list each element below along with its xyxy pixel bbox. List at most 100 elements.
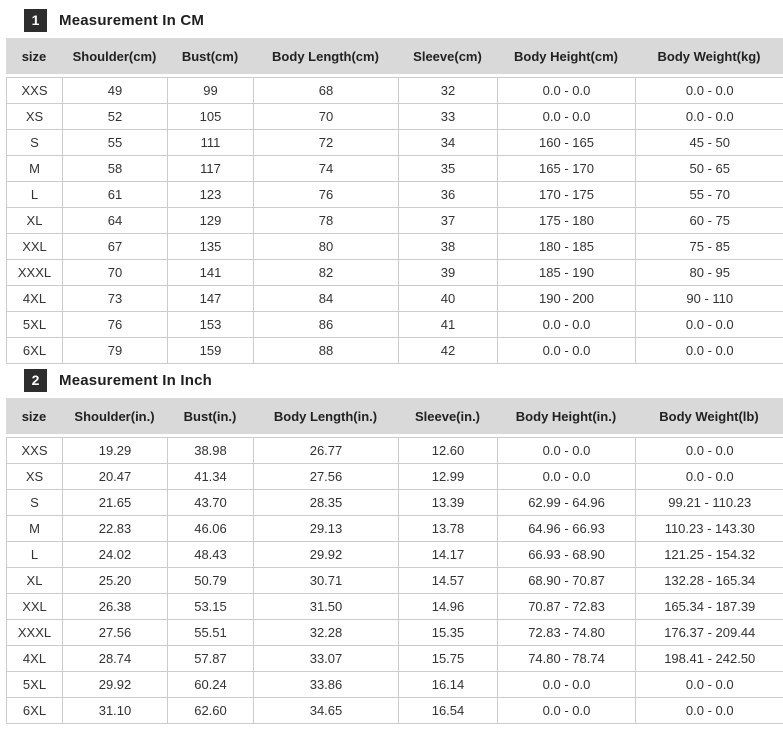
value-cell: 38 xyxy=(398,233,498,260)
value-cell: 80 - 95 xyxy=(635,259,783,286)
value-cell: 90 - 110 xyxy=(635,285,783,312)
value-cell: 153 xyxy=(167,311,254,338)
value-cell: 19.29 xyxy=(62,437,168,464)
value-cell: 28.74 xyxy=(62,645,168,672)
value-cell: 74 xyxy=(253,155,399,182)
value-cell: 13.78 xyxy=(398,515,498,542)
value-cell: 74.80 - 78.74 xyxy=(497,645,636,672)
value-cell: 0.0 - 0.0 xyxy=(497,463,636,490)
value-cell: 60 - 75 xyxy=(635,207,783,234)
value-cell: 20.47 xyxy=(62,463,168,490)
value-cell: 50 - 65 xyxy=(635,155,783,182)
table-header-row-cm: size Shoulder(cm) Bust(cm) Body Length(cm) S… xyxy=(6,38,783,74)
value-cell: 32.28 xyxy=(253,619,399,646)
value-cell: 16.54 xyxy=(398,697,498,724)
size-cell: XXXL xyxy=(6,619,63,646)
size-cell: M xyxy=(6,515,63,542)
value-cell: 0.0 - 0.0 xyxy=(497,671,636,698)
measurement-table-cm: XXS 49 99 68 32 0.0 - 0.0 0.0 - 0.0 XS 52 105 70 33… xyxy=(6,77,783,364)
value-cell: 42 xyxy=(398,337,498,364)
value-cell: 15.35 xyxy=(398,619,498,646)
value-cell: 123 xyxy=(167,181,254,208)
value-cell: 99.21 - 110.23 xyxy=(635,489,783,516)
table-row: XXXL 27.56 55.51 32.28 15.35 72.83 - 74.80 176… xyxy=(6,619,783,646)
size-cell: 5XL xyxy=(6,311,63,338)
value-cell: 31.10 xyxy=(62,697,168,724)
value-cell: 53.15 xyxy=(167,593,254,620)
table-row: XXL 26.38 53.15 31.50 14.96 70.87 - 72.83 165.… xyxy=(6,593,783,620)
value-cell: 14.17 xyxy=(398,541,498,568)
value-cell: 132.28 - 165.34 xyxy=(635,567,783,594)
size-cell: S xyxy=(6,129,63,156)
table-row: M 58 117 74 35 165 - 170 50 - 65 xyxy=(6,155,783,182)
value-cell: 86 xyxy=(253,311,399,338)
value-cell: 16.14 xyxy=(398,671,498,698)
table-row: XL 25.20 50.79 30.71 14.57 68.90 - 70.87 132.2… xyxy=(6,567,783,594)
value-cell: 105 xyxy=(167,103,254,130)
size-cell: 6XL xyxy=(6,697,63,724)
value-cell: 135 xyxy=(167,233,254,260)
value-cell: 64 xyxy=(62,207,168,234)
value-cell: 34 xyxy=(398,129,498,156)
section-measurement-cm: 1 Measurement In CM size Shoulder(cm) Bust… xyxy=(0,8,783,364)
value-cell: 49 xyxy=(62,77,168,104)
value-cell: 0.0 - 0.0 xyxy=(497,103,636,130)
value-cell: 70 xyxy=(253,103,399,130)
value-cell: 73 xyxy=(62,285,168,312)
column-header: Body Weight(lb) xyxy=(659,408,759,424)
value-cell: 68.90 - 70.87 xyxy=(497,567,636,594)
value-cell: 165.34 - 187.39 xyxy=(635,593,783,620)
value-cell: 0.0 - 0.0 xyxy=(635,463,783,490)
value-cell: 41.34 xyxy=(167,463,254,490)
table-row: S 21.65 43.70 28.35 13.39 62.99 - 64.96 99.21 … xyxy=(6,489,783,516)
value-cell: 141 xyxy=(167,259,254,286)
value-cell: 185 - 190 xyxy=(497,259,636,286)
value-cell: 78 xyxy=(253,207,399,234)
value-cell: 41 xyxy=(398,311,498,338)
value-cell: 25.20 xyxy=(62,567,168,594)
size-cell: XS xyxy=(6,463,63,490)
value-cell: 55 - 70 xyxy=(635,181,783,208)
value-cell: 180 - 185 xyxy=(497,233,636,260)
size-cell: XS xyxy=(6,103,63,130)
size-cell: M xyxy=(6,155,63,182)
value-cell: 52 xyxy=(62,103,168,130)
value-cell: 24.02 xyxy=(62,541,168,568)
value-cell: 64.96 - 66.93 xyxy=(497,515,636,542)
value-cell: 68 xyxy=(253,77,399,104)
column-header: Sleeve(in.) xyxy=(414,408,481,424)
table-row: L 24.02 48.43 29.92 14.17 66.93 - 68.90 121.25… xyxy=(6,541,783,568)
table-row: 4XL 28.74 57.87 33.07 15.75 74.80 - 78.74 198.… xyxy=(6,645,783,672)
size-cell: XXS xyxy=(6,437,63,464)
size-cell: XXS xyxy=(6,77,63,104)
value-cell: 55.51 xyxy=(167,619,254,646)
column-header: Body Weight(kg) xyxy=(657,48,761,64)
column-header: Bust(in.) xyxy=(183,408,237,424)
value-cell: 62.99 - 64.96 xyxy=(497,489,636,516)
value-cell: 13.39 xyxy=(398,489,498,516)
value-cell: 99 xyxy=(167,77,254,104)
column-header: Bust(cm) xyxy=(181,48,239,64)
size-cell: XL xyxy=(6,207,63,234)
size-cell: XXL xyxy=(6,593,63,620)
value-cell: 28.35 xyxy=(253,489,399,516)
value-cell: 30.71 xyxy=(253,567,399,594)
value-cell: 60.24 xyxy=(167,671,254,698)
value-cell: 39 xyxy=(398,259,498,286)
table-row: XL 64 129 78 37 175 - 180 60 - 75 xyxy=(6,207,783,234)
column-header: size xyxy=(21,48,47,64)
value-cell: 57.87 xyxy=(167,645,254,672)
value-cell: 0.0 - 0.0 xyxy=(497,337,636,364)
section-header-cm: 1 Measurement In CM xyxy=(24,8,783,32)
value-cell: 170 - 175 xyxy=(497,181,636,208)
value-cell: 76 xyxy=(253,181,399,208)
size-cell: 4XL xyxy=(6,285,63,312)
value-cell: 48.43 xyxy=(167,541,254,568)
value-cell: 0.0 - 0.0 xyxy=(635,337,783,364)
table-row: 5XL 29.92 60.24 33.86 16.14 0.0 - 0.0 0.0 - 0.… xyxy=(6,671,783,698)
size-cell: L xyxy=(6,541,63,568)
table-row: XXS 49 99 68 32 0.0 - 0.0 0.0 - 0.0 xyxy=(6,77,783,104)
table-row: S 55 111 72 34 160 - 165 45 - 50 xyxy=(6,129,783,156)
value-cell: 33.86 xyxy=(253,671,399,698)
